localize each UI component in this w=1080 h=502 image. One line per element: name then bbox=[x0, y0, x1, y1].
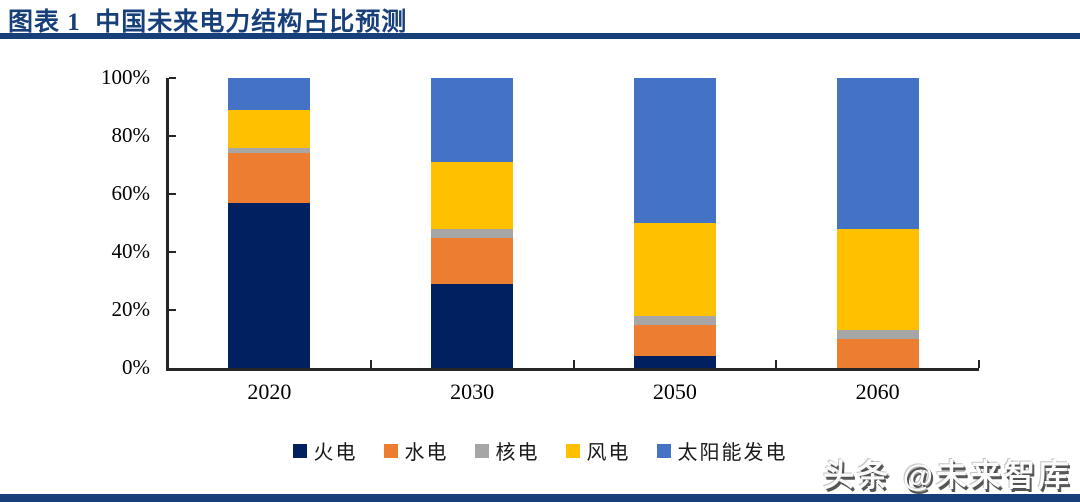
bar-segment-s1-2020 bbox=[228, 153, 311, 203]
y-axis-line bbox=[166, 78, 169, 371]
chart-legend: 火电 水电 核电 风电 太阳能发电 bbox=[0, 436, 1080, 465]
plot-area bbox=[168, 78, 979, 368]
bar-segment-s2-2020 bbox=[228, 147, 311, 154]
legend-swatch-icon bbox=[565, 443, 580, 458]
x-tick-mark bbox=[369, 360, 372, 368]
watermark: 头条 @未来智库 bbox=[823, 458, 1072, 493]
x-tick-mark bbox=[775, 360, 778, 368]
legend-label: 风电 bbox=[586, 442, 631, 464]
bar-segment-s0-2050 bbox=[633, 356, 716, 368]
stacked-bar-chart: 0% 20% 40% 60% 80% 100% 2020 2030 2050 2060 bbox=[101, 65, 980, 404]
legend-item-s1: 水电 bbox=[383, 436, 449, 465]
y-tick-mark bbox=[169, 77, 176, 79]
x-tick-label: 2060 bbox=[855, 379, 900, 404]
bottom-accent-bar bbox=[0, 494, 1080, 502]
y-tick-mark bbox=[169, 193, 176, 195]
bar-segment-s1-2060 bbox=[836, 339, 919, 368]
x-tick-label: 2050 bbox=[652, 379, 697, 404]
bar-segment-s4-2030 bbox=[431, 78, 514, 163]
bar-segment-s2-2050 bbox=[633, 315, 716, 325]
y-tick-mark bbox=[169, 251, 176, 253]
x-tick-label: 2020 bbox=[247, 379, 292, 404]
legend-item-s4: 太阳能发电 bbox=[656, 436, 788, 465]
bar-segment-s4-2060 bbox=[836, 78, 919, 229]
legend-label: 火电 bbox=[313, 442, 358, 464]
legend-swatch-icon bbox=[383, 443, 398, 458]
figure-title: 图表 1 中国未来电力结构占比预测 bbox=[8, 9, 408, 36]
legend-swatch-icon bbox=[656, 443, 671, 458]
bar-segment-s1-2050 bbox=[633, 324, 716, 357]
bar-segment-s3-2030 bbox=[431, 162, 514, 229]
x-tick-label: 2030 bbox=[450, 379, 495, 404]
legend-label: 水电 bbox=[404, 442, 449, 464]
y-tick-label: 80% bbox=[111, 123, 151, 147]
y-tick-mark bbox=[169, 309, 176, 311]
y-tick-label: 60% bbox=[111, 181, 151, 205]
legend-item-s0: 火电 bbox=[292, 436, 358, 465]
legend-item-s3: 风电 bbox=[565, 436, 631, 465]
y-tick-mark bbox=[169, 135, 176, 137]
legend-label: 太阳能发电 bbox=[677, 442, 788, 464]
legend-swatch-icon bbox=[474, 443, 489, 458]
bar-segment-s3-2050 bbox=[633, 223, 716, 316]
x-axis-line bbox=[166, 368, 979, 371]
legend-swatch-icon bbox=[292, 443, 307, 458]
bar-segment-s0-2020 bbox=[228, 202, 311, 368]
bar-segment-s4-2020 bbox=[228, 78, 311, 110]
x-tick-mark bbox=[572, 360, 575, 368]
legend-item-s2: 核电 bbox=[474, 436, 540, 465]
x-tick-mark bbox=[978, 360, 980, 368]
bar-segment-s3-2020 bbox=[228, 109, 311, 148]
y-tick-label: 100% bbox=[101, 65, 150, 89]
y-tick-label: 0% bbox=[122, 355, 150, 379]
bar-segment-s2-2060 bbox=[836, 330, 919, 339]
bar-segment-s2-2030 bbox=[431, 228, 514, 238]
y-tick-label: 20% bbox=[111, 297, 151, 321]
bar-segment-s1-2030 bbox=[431, 237, 514, 284]
bar-segment-s4-2050 bbox=[633, 78, 716, 223]
y-tick-label: 40% bbox=[111, 239, 151, 263]
legend-label: 核电 bbox=[495, 442, 540, 464]
bar-segment-s3-2060 bbox=[836, 228, 919, 331]
bar-segment-s0-2030 bbox=[431, 283, 514, 368]
title-underline bbox=[0, 33, 1080, 39]
